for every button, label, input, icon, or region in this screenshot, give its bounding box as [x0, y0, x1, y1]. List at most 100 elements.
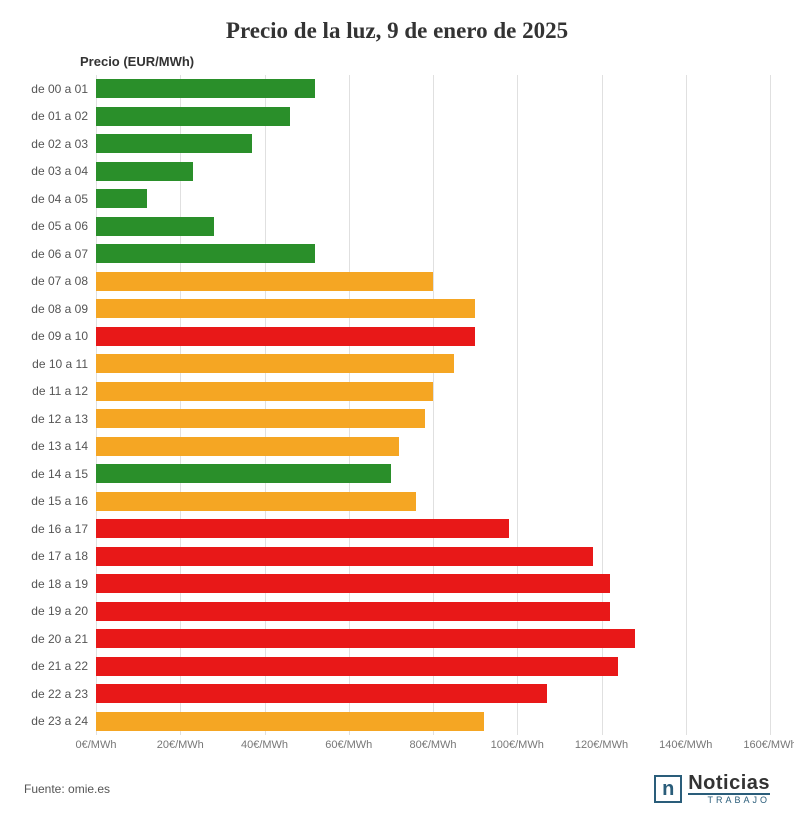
category-label: de 04 a 05 [24, 192, 96, 206]
bar [96, 437, 399, 456]
x-axis: 0€/MWh20€/MWh40€/MWh60€/MWh80€/MWh100€/M… [24, 739, 770, 757]
bar [96, 354, 454, 373]
bar-row [96, 240, 770, 268]
bar-row [96, 323, 770, 351]
bar-row [96, 378, 770, 406]
bar [96, 519, 509, 538]
x-tick-label: 20€/MWh [157, 739, 204, 751]
category-label: de 12 a 13 [24, 412, 96, 426]
bar-row [96, 680, 770, 708]
category-label: de 15 a 16 [24, 494, 96, 508]
x-tick-label: 60€/MWh [325, 739, 372, 751]
category-row: de 09 a 10 [24, 323, 96, 351]
bar-row [96, 433, 770, 461]
x-tick-label: 120€/MWh [575, 739, 628, 751]
bar-row [96, 653, 770, 681]
category-label: de 23 a 24 [24, 714, 96, 728]
bars-layer [96, 75, 770, 735]
category-row: de 13 a 14 [24, 433, 96, 461]
category-label: de 06 a 07 [24, 247, 96, 261]
category-row: de 08 a 09 [24, 295, 96, 323]
category-label: de 19 a 20 [24, 604, 96, 618]
bar [96, 244, 315, 263]
category-row: de 10 a 11 [24, 350, 96, 378]
category-label: de 07 a 08 [24, 274, 96, 288]
category-row: de 21 a 22 [24, 653, 96, 681]
brand-main: Noticias [688, 773, 770, 793]
bar-row [96, 708, 770, 736]
brand-icon: n [654, 775, 682, 803]
category-label: de 17 a 18 [24, 549, 96, 563]
x-tick-label: 0€/MWh [76, 739, 117, 751]
category-row: de 05 a 06 [24, 213, 96, 241]
category-row: de 11 a 12 [24, 378, 96, 406]
bar [96, 272, 433, 291]
chart-area: de 00 a 01 de 01 a 02 de 02 a 03 de 03 a 04… [24, 75, 770, 757]
category-label: de 22 a 23 [24, 687, 96, 701]
bar-row [96, 543, 770, 571]
category-row: de 01 a 02 [24, 103, 96, 131]
bar [96, 712, 484, 731]
x-tick-label: 160€/MWh [743, 739, 794, 751]
category-label: de 13 a 14 [24, 439, 96, 453]
category-row: de 17 a 18 [24, 543, 96, 571]
category-row: de 03 a 04 [24, 158, 96, 186]
x-tick-label: 100€/MWh [491, 739, 544, 751]
y-axis-label: Precio (EUR/MWh) [80, 54, 770, 69]
bar [96, 299, 475, 318]
bar [96, 684, 547, 703]
category-row: de 04 a 05 [24, 185, 96, 213]
category-label: de 02 a 03 [24, 137, 96, 151]
brand-text: Noticias TRABAJO [688, 773, 770, 805]
category-row: de 07 a 08 [24, 268, 96, 296]
source-text: Fuente: omie.es [24, 782, 110, 796]
bar-row [96, 295, 770, 323]
bar [96, 217, 214, 236]
bar [96, 409, 425, 428]
category-row: de 23 a 24 [24, 708, 96, 736]
brand-sub: TRABAJO [688, 793, 770, 805]
gridline [770, 75, 771, 735]
bar [96, 574, 610, 593]
bar [96, 464, 391, 483]
category-row: de 20 a 21 [24, 625, 96, 653]
category-label: de 00 a 01 [24, 82, 96, 96]
bar [96, 79, 315, 98]
bar [96, 629, 635, 648]
category-row: de 15 a 16 [24, 488, 96, 516]
bar-row [96, 488, 770, 516]
category-label: de 03 a 04 [24, 164, 96, 178]
bar [96, 189, 147, 208]
category-row: de 19 a 20 [24, 598, 96, 626]
category-row: de 16 a 17 [24, 515, 96, 543]
bar-row [96, 158, 770, 186]
category-label: de 10 a 11 [24, 357, 96, 371]
x-tick-label: 80€/MWh [409, 739, 456, 751]
bar-row [96, 185, 770, 213]
bars-column [96, 75, 770, 735]
chart-container: Precio de la luz, 9 de enero de 2025 Pre… [0, 0, 794, 817]
bar-row [96, 515, 770, 543]
bar [96, 162, 193, 181]
bar [96, 327, 475, 346]
category-label: de 20 a 21 [24, 632, 96, 646]
bar-row [96, 460, 770, 488]
category-row: de 14 a 15 [24, 460, 96, 488]
category-row: de 06 a 07 [24, 240, 96, 268]
bar-row [96, 598, 770, 626]
category-row: de 22 a 23 [24, 680, 96, 708]
bar [96, 107, 290, 126]
category-label: de 09 a 10 [24, 329, 96, 343]
chart-title: Precio de la luz, 9 de enero de 2025 [24, 18, 770, 44]
category-label: de 14 a 15 [24, 467, 96, 481]
bar-row [96, 405, 770, 433]
category-row: de 00 a 01 [24, 75, 96, 103]
brand-logo: n Noticias TRABAJO [654, 773, 770, 805]
category-row: de 02 a 03 [24, 130, 96, 158]
category-label: de 01 a 02 [24, 109, 96, 123]
plot-area: de 00 a 01 de 01 a 02 de 02 a 03 de 03 a 04… [24, 75, 770, 735]
bar-row [96, 75, 770, 103]
x-tick-label: 140€/MWh [659, 739, 712, 751]
bar-row [96, 213, 770, 241]
bar-row [96, 570, 770, 598]
